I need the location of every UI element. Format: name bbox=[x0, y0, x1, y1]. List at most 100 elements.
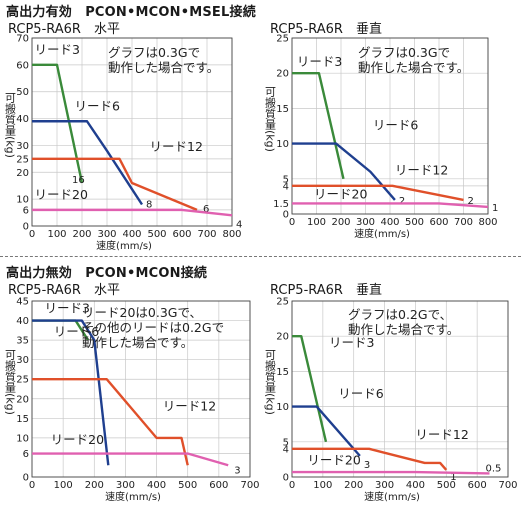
x-tick-label: 600 bbox=[429, 217, 448, 228]
y-tick-label: 25 bbox=[16, 154, 29, 165]
y-tick-label: 25 bbox=[16, 375, 29, 386]
series-label: リード20 bbox=[307, 452, 360, 467]
section-title-high-output-disabled: 高出力無効 PCON•MCON接続 bbox=[6, 266, 208, 281]
series-end-label: 4 bbox=[236, 219, 242, 230]
chart-svg: 0 100 200 300 400 500 600 700 800061020253040506… bbox=[4, 34, 243, 253]
y-tick-label: 20 bbox=[276, 332, 289, 343]
y-tick-label: 4 bbox=[283, 181, 289, 192]
plot-frame bbox=[291, 37, 489, 215]
x-tick-label: 800 bbox=[222, 229, 241, 240]
series-end-label: 1 bbox=[450, 472, 456, 483]
series-label: リード12 bbox=[415, 427, 468, 442]
y-tick-label: 0 bbox=[23, 473, 29, 484]
y-tick-label: 35 bbox=[16, 336, 29, 347]
x-axis-label: 速度(mm/s) bbox=[354, 227, 410, 240]
y-tick-label: 5 bbox=[283, 174, 289, 185]
x-tick-label: 400 bbox=[380, 217, 399, 228]
y-tick-label: 0 bbox=[283, 473, 289, 484]
x-tick-label: 400 bbox=[122, 229, 141, 240]
chart-svg: 0 100 200 300 400 500 600 700 0 45 10 15 20 25 速度(mm/s… bbox=[264, 297, 518, 504]
y-tick-label: 6 bbox=[23, 205, 29, 216]
x-tick-label: 200 bbox=[85, 480, 104, 491]
y-tick-label: 6 bbox=[23, 449, 29, 460]
y-tick-label: 40 bbox=[16, 114, 29, 125]
x-tick-label: 300 bbox=[97, 229, 116, 240]
chart-note: グラフは0.3Gで bbox=[358, 45, 450, 60]
series-line bbox=[32, 208, 233, 217]
series-line bbox=[32, 157, 198, 211]
x-tick-label: 800 bbox=[478, 217, 497, 228]
series-label: リード6 bbox=[75, 99, 121, 114]
chart-note: 動作した場合です。 bbox=[348, 322, 459, 337]
x-tick-label: 200 bbox=[72, 229, 91, 240]
chart-svg: 0 100 200 300 400 500 600 700 800 01.5 45 10 15 20 25 速… bbox=[264, 34, 499, 241]
x-tick-label: 300 bbox=[116, 480, 135, 491]
y-tick-label: 10 bbox=[16, 195, 29, 206]
chart-panel-horizontal-1: RCP5-RA6R 水平 0 100 200 300 400 500 600 700 800 0 6… bbox=[0, 18, 260, 253]
y-axis-label: 可搬質量(kg) bbox=[264, 349, 277, 415]
y-tick-label: 30 bbox=[16, 355, 29, 366]
x-tick-label: 700 bbox=[240, 480, 259, 491]
x-tick-label: 500 bbox=[147, 229, 166, 240]
x-tick-label: 100 bbox=[313, 480, 332, 491]
y-tick-label: 25 bbox=[276, 34, 289, 45]
series-end-label: 6 bbox=[203, 204, 209, 215]
series-line bbox=[292, 72, 345, 180]
series-line bbox=[292, 202, 489, 209]
plot-frame bbox=[291, 300, 509, 478]
chart-note: 動作した場合です。 bbox=[82, 335, 193, 350]
series-label: リード20 bbox=[51, 432, 104, 447]
y-tick-label: 45 bbox=[16, 297, 29, 308]
y-tick-label: 10 bbox=[276, 402, 289, 413]
y-tick-label: 20 bbox=[16, 394, 29, 405]
y-tick-label: 5 bbox=[283, 437, 289, 448]
x-tick-label: 600 bbox=[172, 229, 191, 240]
series-label: リード3 bbox=[297, 54, 342, 69]
series-end-label: 3 bbox=[234, 465, 240, 476]
series-line bbox=[32, 63, 84, 184]
series-end-label: 2 bbox=[399, 196, 405, 207]
x-tick-label: 100 bbox=[307, 217, 326, 228]
x-axis-label: 速度(mm/s) bbox=[364, 490, 420, 503]
x-tick-label: 200 bbox=[331, 217, 350, 228]
series-line bbox=[292, 447, 448, 471]
section-divider bbox=[0, 256, 521, 257]
series-line bbox=[32, 378, 189, 466]
y-tick-label: 4 bbox=[283, 444, 289, 455]
chart-panel-vertical-2: RCP5-RA6R 垂直 0 100 200 300 400 500 600 700 0 4 5 10… bbox=[262, 279, 521, 509]
y-tick-label: 20 bbox=[276, 69, 289, 80]
series-label: リード6 bbox=[373, 118, 419, 133]
series-label: リード3 bbox=[35, 42, 80, 57]
series-label: リード6 bbox=[338, 386, 384, 401]
x-tick-label: 300 bbox=[356, 217, 375, 228]
x-axis-label: 速度(mm/s) bbox=[96, 239, 152, 252]
x-tick-label: 0 bbox=[29, 229, 35, 240]
x-tick-label: 100 bbox=[47, 229, 66, 240]
x-tick-label: 600 bbox=[209, 480, 228, 491]
series-line bbox=[292, 184, 464, 202]
x-tick-label: 600 bbox=[468, 480, 487, 491]
series-label: リード12 bbox=[150, 139, 203, 154]
series-label: リード6 bbox=[54, 324, 100, 339]
series-end-label: 2 bbox=[468, 196, 474, 207]
series-line bbox=[32, 319, 110, 466]
y-tick-label: 1.5 bbox=[273, 199, 289, 210]
chart-note: リード20は0.3Gで、 bbox=[82, 305, 202, 320]
x-tick-label: 400 bbox=[147, 480, 166, 491]
x-tick-label: 0 bbox=[289, 480, 295, 491]
series-end-label: 16 bbox=[72, 175, 85, 186]
series-end-label: 8 bbox=[146, 200, 152, 211]
x-tick-label: 500 bbox=[437, 480, 456, 491]
section-title-high-output-enabled: 高出力有効 PCON•MCON•MSEL接続 bbox=[6, 5, 256, 20]
x-tick-label: 700 bbox=[498, 480, 517, 491]
y-tick-label: 40 bbox=[16, 316, 29, 327]
y-tick-label: 15 bbox=[276, 104, 289, 115]
series-end-label: 0.5 bbox=[485, 463, 501, 474]
y-tick-label: 10 bbox=[16, 433, 29, 444]
series-label: リード12 bbox=[163, 399, 216, 414]
x-axis-label: 速度(mm/s) bbox=[105, 490, 161, 503]
x-tick-label: 200 bbox=[344, 480, 363, 491]
y-tick-label: 50 bbox=[16, 87, 29, 98]
chart-title: RCP5-RA6R 垂直 bbox=[270, 283, 382, 298]
series-line bbox=[292, 470, 490, 475]
